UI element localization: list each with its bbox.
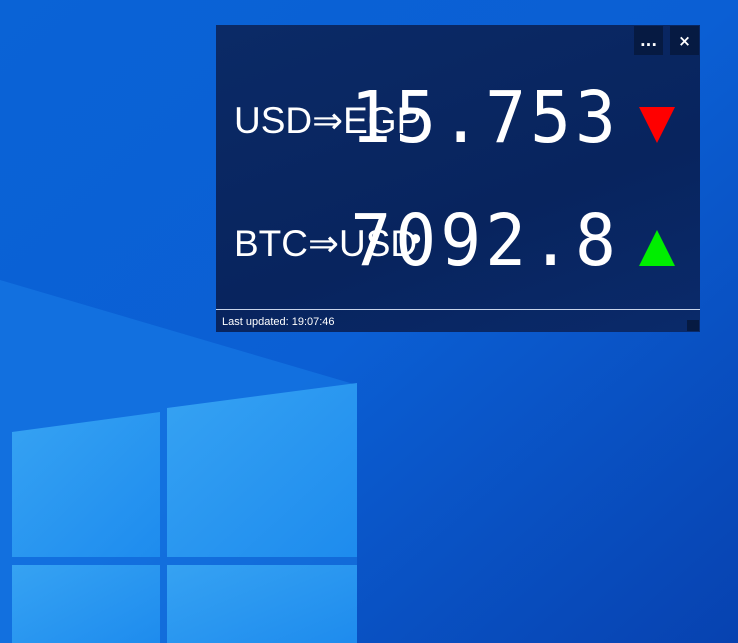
menu-button[interactable]: ... <box>634 26 663 55</box>
rate-row: BTC⇒USD 7092.8 <box>216 200 700 290</box>
resize-grip <box>687 320 699 331</box>
rate-widget: ... × USD⇒EGP 15.753 BTC⇒USD 7092.8 Last up… <box>216 25 700 332</box>
currency-pair: USD⇒EGP <box>234 100 422 141</box>
rate-row: USD⇒EGP 15.753 <box>216 77 700 167</box>
trend-icon <box>639 107 675 143</box>
close-button[interactable]: × <box>670 26 699 55</box>
currency-pair: BTC⇒USD <box>234 223 418 264</box>
separator <box>216 309 700 310</box>
trend-icon <box>639 230 675 266</box>
rate-value: 7092.8 <box>350 200 620 283</box>
trend-down <box>639 107 675 143</box>
status-text: Last updated: 19:07:46 <box>222 316 335 328</box>
trend-up <box>639 230 675 266</box>
rate-value: 15.753 <box>350 77 620 160</box>
